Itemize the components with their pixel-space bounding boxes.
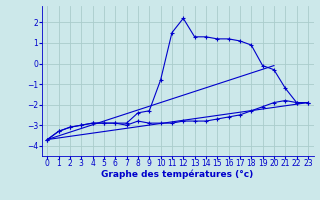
X-axis label: Graphe des températures (°c): Graphe des températures (°c) <box>101 170 254 179</box>
